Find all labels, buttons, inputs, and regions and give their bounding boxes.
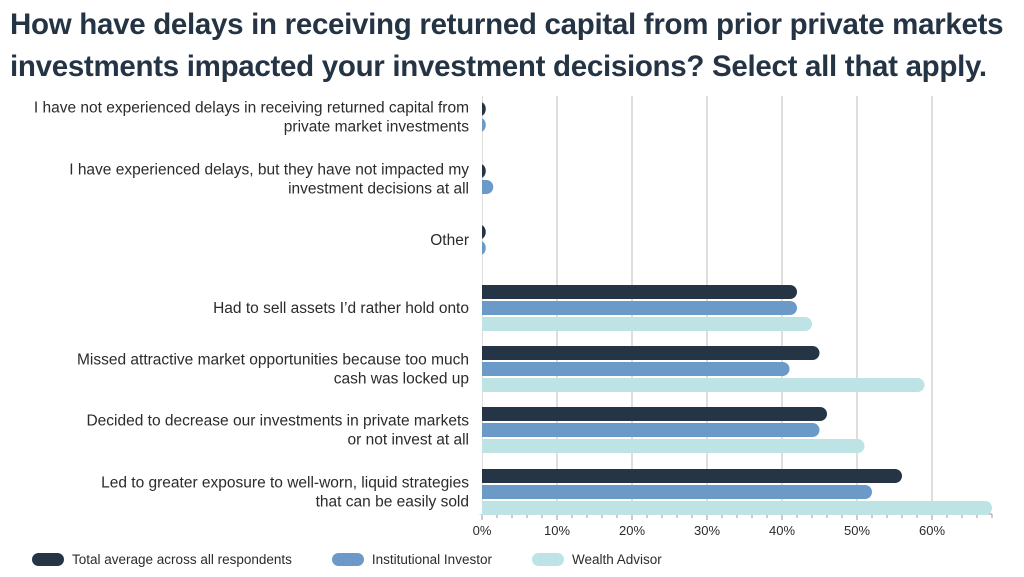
legend-label-institutional: Institutional Investor	[371, 551, 492, 567]
x-tick-label: 40%	[769, 523, 795, 538]
bar-chart: 0% 10% 20% 30% 40% 50% 60% I have not experienc…	[34, 96, 993, 538]
bar	[475, 407, 827, 421]
category-label: Decided to decrease our investments in p…	[86, 413, 469, 430]
legend-swatch-institutional	[331, 552, 364, 566]
bar	[475, 378, 925, 392]
legend-label-wealth: Wealth Advisor	[571, 551, 662, 567]
bar	[475, 501, 992, 515]
x-tick-label: 0%	[473, 523, 492, 538]
x-tick-label: 60%	[919, 523, 945, 538]
legend-label-total: Total average across all respondents	[72, 551, 292, 567]
legend-item-total: Total average across all respondents	[32, 552, 292, 567]
category-label: Had to sell assets I’d rather hold onto	[213, 300, 469, 317]
axis-cover	[474, 96, 482, 514]
x-tick-label: 30%	[694, 523, 720, 538]
bar	[475, 439, 865, 453]
bar	[475, 317, 812, 331]
legend-item-wealth: Wealth Advisor	[531, 551, 662, 567]
bar	[475, 301, 797, 315]
legend-swatch-total	[32, 552, 64, 566]
category-label: private market investments	[284, 119, 469, 136]
bar	[475, 285, 797, 299]
bar	[475, 485, 872, 499]
bar	[475, 469, 902, 483]
bar	[475, 362, 790, 376]
category-label: Led to greater exposure to well-worn, li…	[101, 475, 469, 492]
legend: Total average across all respondents Ins…	[32, 548, 702, 570]
category-label: or not invest at all	[348, 432, 469, 449]
category-label: Missed attractive market opportunities b…	[77, 352, 469, 369]
category-label: Other	[430, 232, 469, 249]
chart-title: How have delays in receiving returned ca…	[10, 8, 1004, 83]
x-tick-label: 20%	[619, 523, 645, 538]
bar	[475, 346, 820, 360]
x-tick-label: 10%	[544, 523, 570, 538]
category-label: I have experienced delays, but they have…	[69, 162, 469, 179]
category-label: that can be easily sold	[316, 494, 469, 511]
category-label: investment decisions at all	[288, 181, 469, 198]
legend-item-institutional: Institutional Investor	[331, 551, 492, 567]
legend-swatch-wealth	[531, 552, 564, 566]
x-tick-label: 50%	[844, 523, 870, 538]
category-label: cash was locked up	[334, 371, 469, 388]
bar	[475, 423, 820, 437]
category-label: I have not experienced delays in receivi…	[34, 100, 469, 117]
